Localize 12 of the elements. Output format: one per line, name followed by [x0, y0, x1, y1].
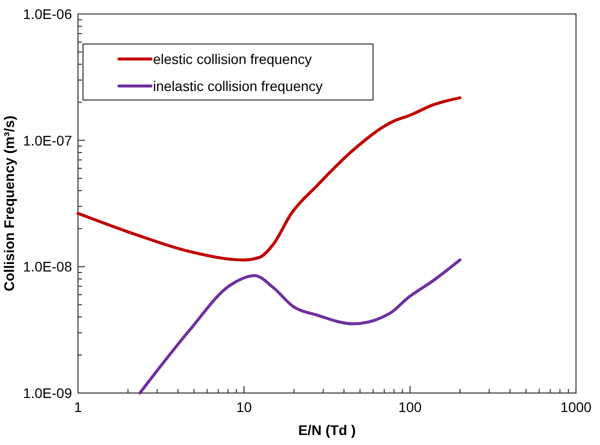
- x-axis-title: E/N (Td ): [298, 422, 356, 438]
- y-tick-label: 1.0E-09: [22, 385, 72, 401]
- legend-label: elestic collision frequency: [153, 51, 312, 67]
- x-tick-label: 1: [74, 399, 82, 415]
- y-axis-title: Collision Frequency (m³/s): [1, 116, 17, 292]
- legend-label: inelastic collision frequency: [153, 78, 323, 94]
- y-tick-label: 1.0E-07: [22, 132, 72, 148]
- y-tick-label: 1.0E-08: [22, 258, 72, 275]
- x-tick-label: 1000: [560, 399, 592, 415]
- x-tick-label: 100: [398, 399, 422, 415]
- y-tick-label: 1.0E-06: [22, 6, 72, 22]
- x-tick-label: 10: [236, 399, 252, 415]
